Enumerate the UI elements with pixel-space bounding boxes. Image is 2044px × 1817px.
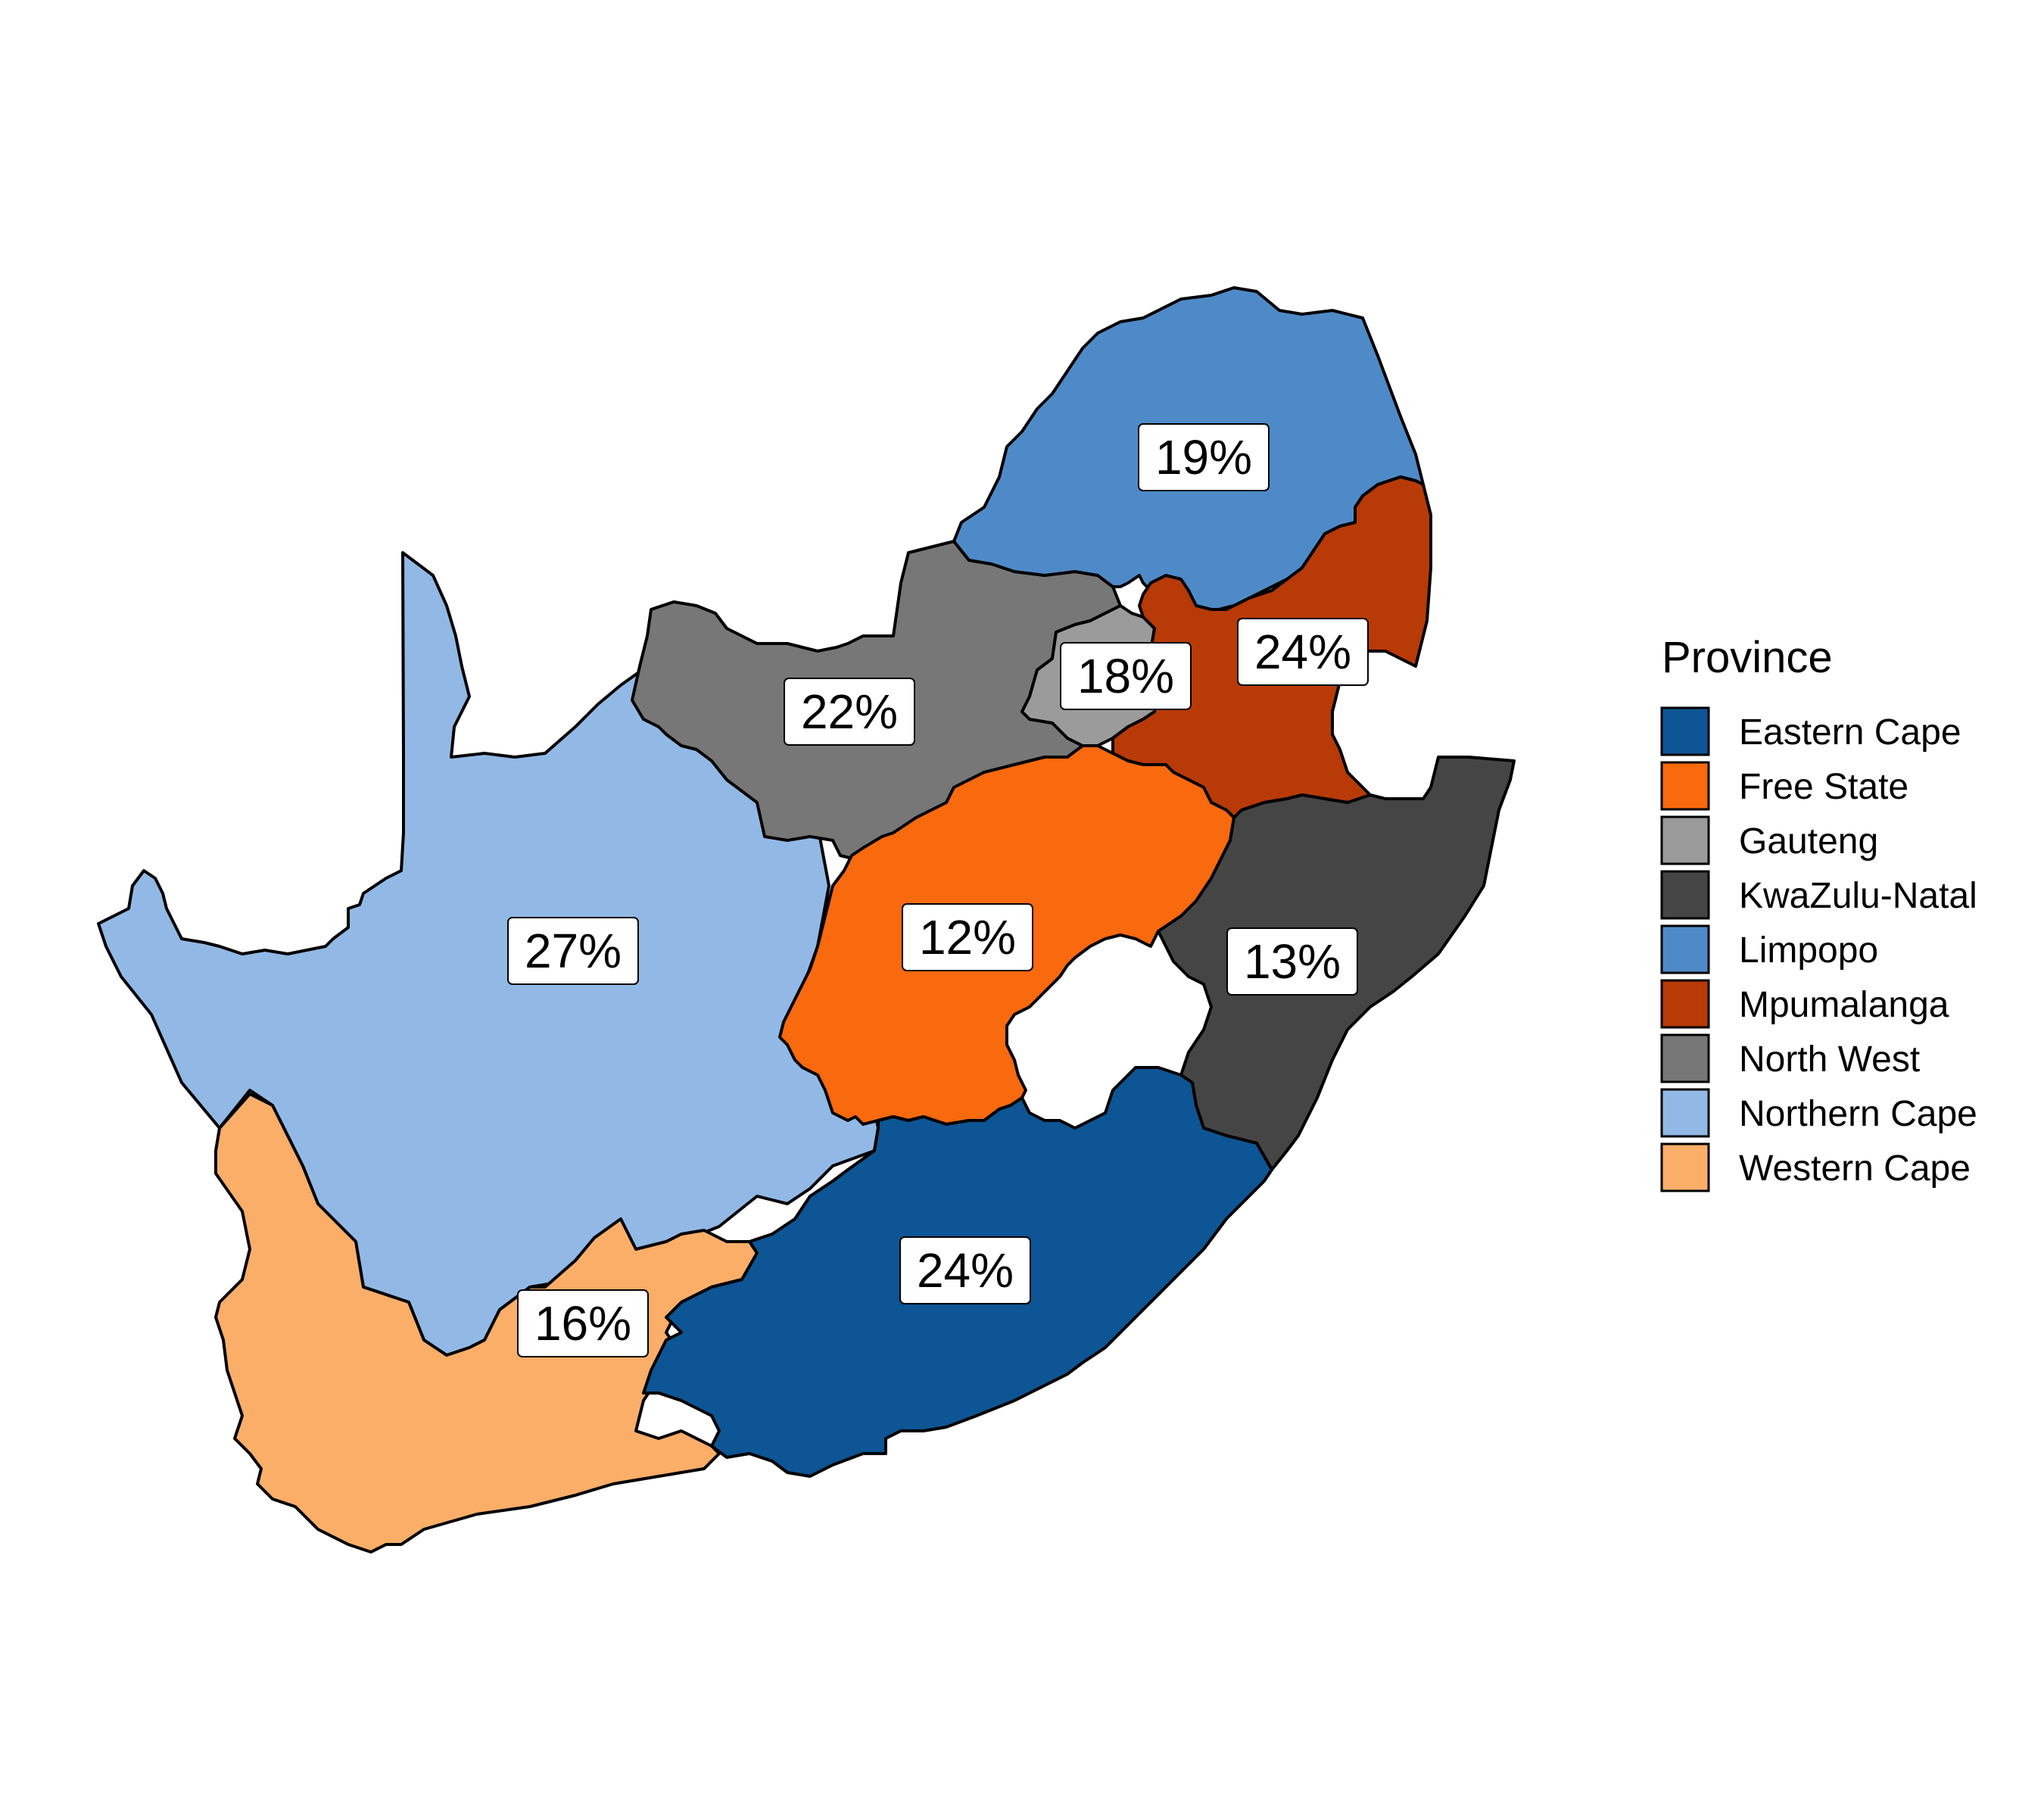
region-western-cape[interactable]: [214, 1092, 759, 1554]
legend-swatch: [1660, 706, 1710, 756]
legend-label: Gauteng: [1739, 821, 1878, 862]
legend-label: Mpumalanga: [1739, 985, 1949, 1025]
legend-item-kwazulu-natal: KwaZulu-Natal: [1660, 870, 1977, 920]
legend-swatch: [1660, 1033, 1710, 1083]
value-label-text: 24%: [917, 1243, 1014, 1298]
value-label-text: 12%: [919, 910, 1016, 965]
legend-item-north-west: North West: [1660, 1033, 1920, 1083]
value-label-western-cape: 16%: [517, 1289, 649, 1357]
legend-item-western-cape: Western Cape: [1660, 1142, 1971, 1192]
value-label-gauteng: 18%: [1060, 642, 1192, 710]
value-label-free-state: 12%: [902, 903, 1033, 971]
value-label-text: 24%: [1254, 625, 1351, 679]
legend-swatch: [1660, 870, 1710, 920]
value-label-box: [784, 678, 915, 746]
value-label-box: [1237, 618, 1369, 686]
value-label-box: [507, 917, 639, 985]
legend-label: KwaZulu-Natal: [1739, 876, 1977, 916]
value-label-kwazulu-natal: 13%: [1226, 927, 1358, 996]
value-label-box: [902, 903, 1033, 971]
legend-item-mpumalanga: Mpumalanga: [1660, 979, 1949, 1029]
value-label-text: 19%: [1155, 430, 1252, 485]
value-label-box: [1226, 927, 1358, 996]
legend-swatch: [1660, 1088, 1710, 1138]
value-label-northern-cape: 27%: [507, 917, 639, 985]
value-label-north-west: 22%: [784, 678, 915, 746]
labels-layer: 24% 12% 18% 13% 19% 24% 22% 27% 16%: [507, 423, 1369, 1357]
legend-item-northern-cape: Northern Cape: [1660, 1088, 1977, 1138]
legend-items: Eastern Cape Free State Gauteng KwaZulu-Nat…: [1660, 706, 1977, 1192]
legend-item-limpopo: Limpopo: [1660, 924, 1878, 974]
value-label-text: 16%: [534, 1296, 631, 1351]
value-label-limpopo: 19%: [1138, 423, 1270, 491]
legend: Province Eastern Cape Free State Gauteng Kw…: [1660, 633, 1977, 1192]
legend-item-eastern-cape: Eastern Cape: [1660, 706, 1961, 756]
legend-swatch: [1660, 815, 1710, 865]
legend-label: Eastern Cape: [1739, 712, 1961, 753]
value-label-mpumalanga: 24%: [1237, 618, 1369, 686]
legend-item-free-state: Free State: [1660, 761, 1908, 811]
value-label-box: [1138, 423, 1270, 491]
value-label-text: 22%: [801, 684, 898, 739]
regions-layer: [97, 286, 1516, 1554]
value-label-box: [1060, 642, 1192, 710]
legend-swatch: [1660, 1142, 1710, 1192]
legend-swatch: [1660, 979, 1710, 1029]
legend-swatch: [1660, 924, 1710, 974]
legend-label: North West: [1739, 1039, 1920, 1080]
value-label-text: 13%: [1244, 934, 1341, 989]
value-label-box: [899, 1236, 1031, 1304]
value-label-eastern-cape: 24%: [899, 1236, 1031, 1304]
legend-label: Limpopo: [1739, 930, 1878, 971]
legend-label: Free State: [1739, 767, 1908, 807]
legend-title: Province: [1662, 633, 1833, 682]
legend-label: Northern Cape: [1739, 1094, 1977, 1134]
legend-item-gauteng: Gauteng: [1660, 815, 1878, 865]
legend-label: Western Cape: [1739, 1148, 1971, 1189]
value-label-text: 18%: [1077, 649, 1174, 703]
value-label-text: 27%: [525, 924, 622, 978]
value-label-box: [517, 1289, 649, 1357]
legend-swatch: [1660, 761, 1710, 811]
